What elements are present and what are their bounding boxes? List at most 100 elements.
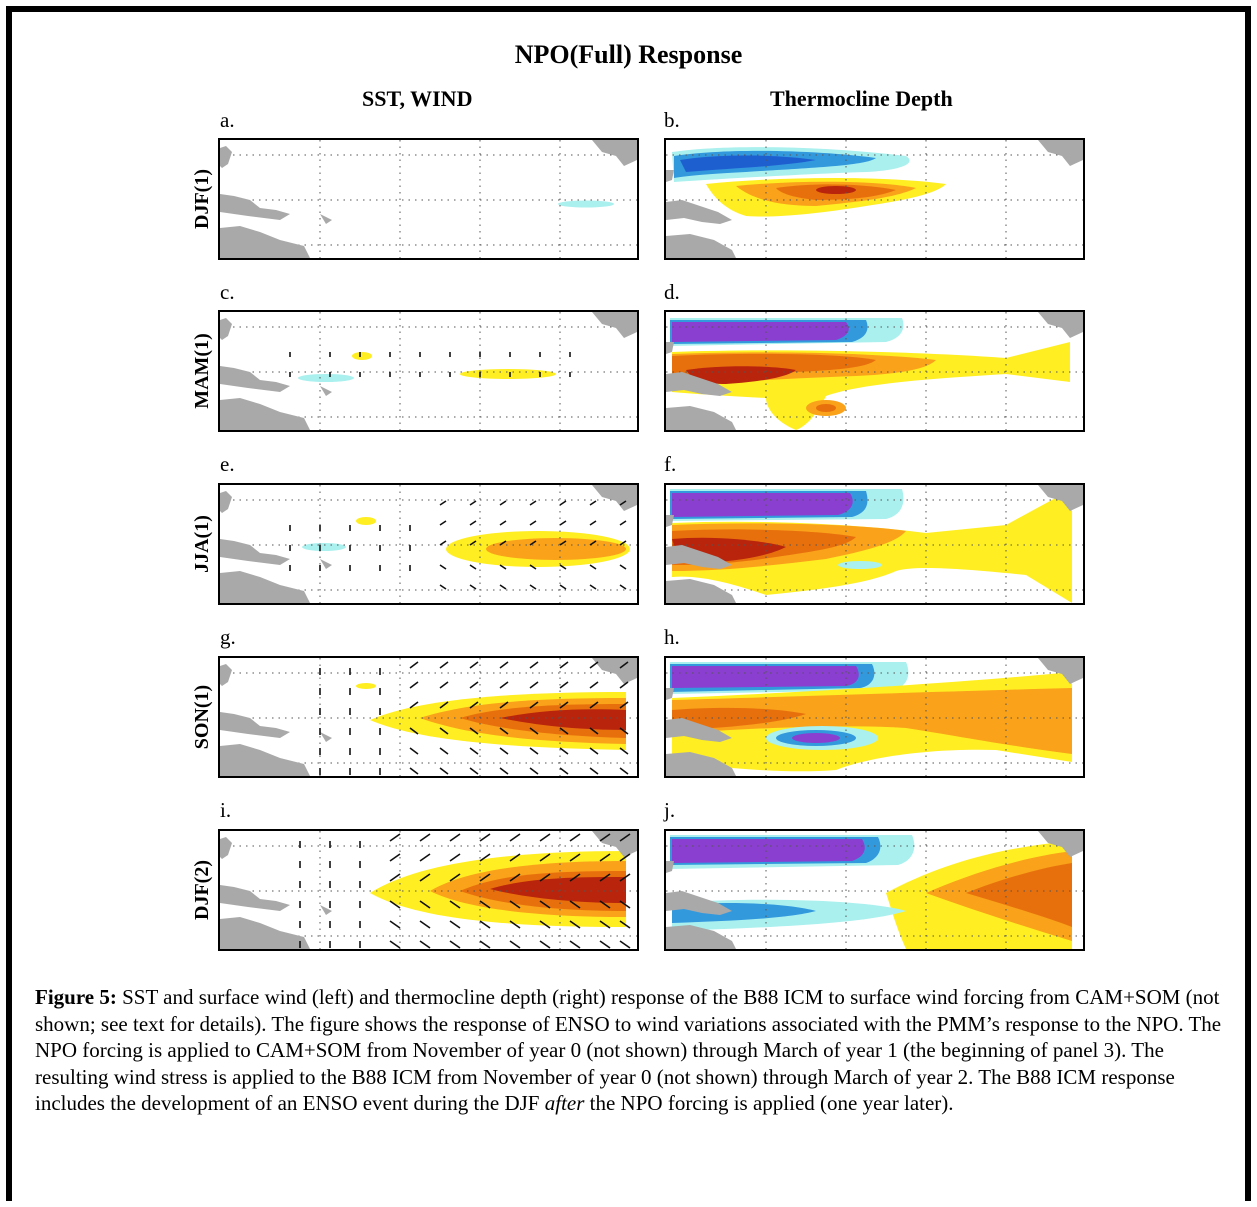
cool-region-south-max	[792, 733, 840, 743]
cool-region-max	[672, 839, 865, 863]
row-label-jja1: JJA(1)	[191, 515, 213, 573]
sst-anomaly-cool	[298, 374, 354, 382]
wind-arrow	[449, 833, 461, 842]
wind-arrow	[619, 833, 631, 842]
figure-title: NPO(Full) Response	[514, 40, 743, 69]
row-label-djf2: DJF(2)	[191, 860, 213, 920]
wind-arrow	[469, 727, 479, 735]
wind-arrow	[409, 701, 419, 709]
wind-vectors	[289, 352, 571, 377]
wind-arrow	[509, 940, 521, 949]
wind-arrow	[619, 520, 627, 526]
wind-arrow	[589, 540, 597, 546]
wind-arrow	[469, 584, 477, 590]
wind-arrow	[589, 584, 597, 590]
wind-arrow	[529, 661, 539, 669]
wind-arrow	[559, 540, 567, 546]
map-sst-wind-son1	[218, 656, 639, 778]
wind-arrow	[619, 701, 629, 709]
panel-letter-f: f.	[664, 452, 677, 476]
panel-letter-c: c.	[220, 280, 235, 304]
wind-arrow	[589, 661, 599, 669]
wind-arrow	[389, 853, 401, 862]
wind-arrow	[469, 681, 479, 689]
row-label-djf1: DJF(1)	[191, 169, 213, 229]
wind-arrow	[589, 681, 599, 689]
wind-vectors	[289, 500, 627, 590]
wind-arrow	[619, 564, 627, 570]
wind-arrow	[409, 681, 419, 689]
wind-arrow	[509, 873, 521, 882]
map-thermocline-jja1	[664, 483, 1085, 605]
wind-arrow	[619, 540, 627, 546]
land-mask	[220, 140, 637, 258]
graticule	[666, 485, 1083, 603]
wind-arrow	[419, 900, 431, 909]
wind-arrow	[409, 767, 419, 775]
wind-arrow	[439, 747, 449, 755]
wind-arrow	[589, 701, 599, 709]
wind-arrow	[559, 520, 567, 526]
wind-arrow	[559, 584, 567, 590]
wind-arrow	[619, 681, 629, 689]
sst-anomaly-warm-max	[490, 877, 626, 903]
map-thermocline-son1	[664, 656, 1085, 778]
warm-region-mid	[672, 688, 1072, 754]
wind-arrow	[479, 940, 491, 949]
wind-arrow	[389, 940, 401, 949]
wind-arrow	[409, 727, 419, 735]
sst-anomaly-warm-max	[500, 709, 626, 730]
wind-arrow	[409, 747, 419, 755]
wind-arrow	[449, 853, 461, 862]
wind-arrow	[439, 584, 447, 590]
wind-arrow	[589, 747, 599, 755]
wind-arrow	[409, 661, 419, 669]
wind-arrow	[539, 940, 551, 949]
sst-anomaly-warm-small	[352, 352, 372, 360]
wind-arrow	[529, 520, 537, 526]
cool-region-max	[672, 666, 859, 688]
wind-arrow	[499, 727, 509, 735]
panel-letter-d: d.	[664, 280, 680, 304]
wind-arrow	[559, 500, 567, 506]
wind-arrow	[389, 920, 401, 929]
panel-letter-b: b.	[664, 108, 680, 132]
wind-arrow	[529, 767, 539, 775]
warm-region-max	[686, 366, 796, 384]
graticule	[666, 658, 1083, 776]
caption-text-2: the NPO forcing is applied (one year lat…	[584, 1091, 954, 1115]
cool-region-strong	[680, 155, 816, 172]
wind-arrow	[569, 900, 581, 909]
caption-text-1: SST and surface wind (left) and thermocl…	[35, 985, 1222, 1115]
graticule	[666, 140, 1083, 258]
right-column-title: Thermocline Depth	[770, 86, 953, 111]
wind-arrow	[469, 747, 479, 755]
sst-anomaly-warm	[460, 369, 556, 379]
panel-letter-g: g.	[220, 625, 236, 649]
wind-arrow	[559, 727, 569, 735]
row-label-mam1: MAM(1)	[191, 333, 213, 409]
wind-arrow	[619, 747, 629, 755]
wind-arrow	[589, 727, 599, 735]
wind-arrow	[559, 767, 569, 775]
wind-arrow	[499, 540, 507, 546]
wind-arrow	[499, 584, 507, 590]
wind-arrow	[449, 940, 461, 949]
cool-region-south	[838, 561, 882, 569]
panel-letter-h: h.	[664, 625, 680, 649]
caption-emphasis: after	[544, 1091, 585, 1115]
map-sst-wind-mam1	[218, 310, 639, 432]
wind-arrow	[589, 520, 597, 526]
wind-arrow	[499, 681, 509, 689]
wind-arrow	[559, 701, 569, 709]
wind-vectors	[299, 833, 631, 949]
wind-arrow	[529, 500, 537, 506]
wind-arrow	[479, 873, 491, 882]
wind-arrow	[499, 500, 507, 506]
wind-arrow	[479, 920, 491, 929]
map-sst-wind-jja1	[218, 483, 639, 605]
wind-arrow	[539, 833, 551, 842]
wind-arrow	[619, 500, 627, 506]
land-mask	[220, 485, 637, 603]
cool-region-max	[672, 493, 853, 517]
